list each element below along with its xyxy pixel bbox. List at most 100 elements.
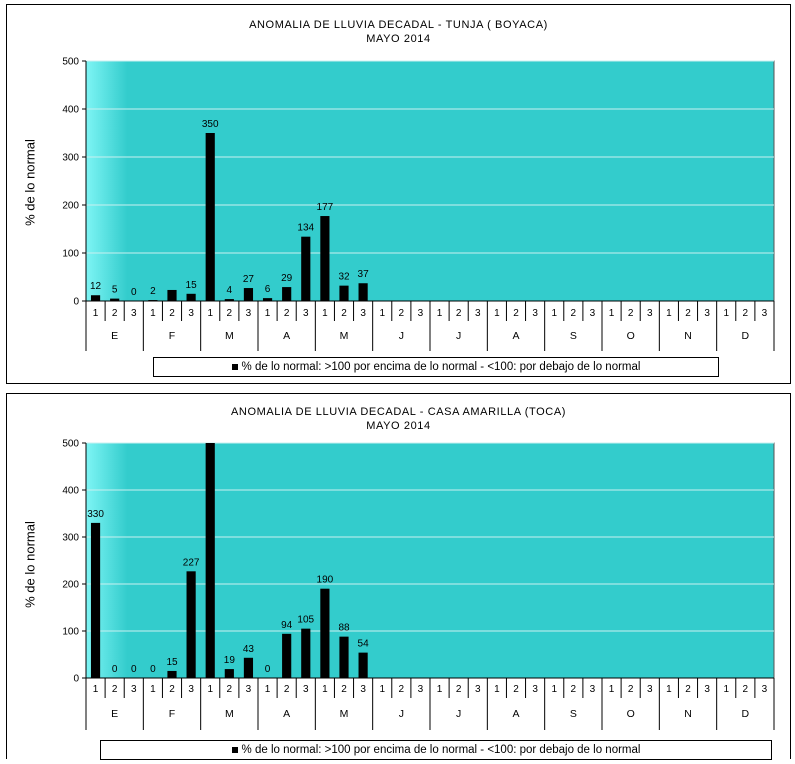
chart-title: ANOMALIA DE LLUVIA DECADAL - CASA AMARIL… (230, 406, 567, 418)
y-tick-label: 300 (62, 153, 79, 164)
bar (282, 287, 292, 301)
x-tick-label-decade: 2 (227, 684, 233, 695)
legend: % de lo normal: >100 por encima de lo no… (153, 357, 719, 377)
data-label: 190 (317, 575, 334, 586)
x-tick-label-decade: 2 (341, 684, 347, 695)
bar (262, 298, 273, 301)
bar (339, 285, 349, 301)
x-tick-label-decade: 2 (399, 308, 405, 319)
x-tick-label-month: A (283, 708, 290, 720)
bar (243, 657, 254, 678)
bar (167, 670, 177, 678)
x-tick-label-month: J (456, 330, 461, 342)
x-tick-label-decade: 2 (685, 308, 691, 319)
data-label: 15 (186, 280, 198, 291)
x-tick-label-decade: 1 (723, 684, 729, 695)
x-tick-label-decade: 2 (227, 308, 233, 319)
x-tick-label-month: F (169, 330, 175, 342)
x-tick-label-decade: 3 (303, 684, 309, 695)
x-tick-label-decade: 2 (456, 308, 462, 319)
data-label: 134 (297, 223, 314, 234)
x-tick-label-decade: 1 (207, 684, 213, 695)
x-tick-label-decade: 2 (628, 684, 634, 695)
x-tick-label-month: N (684, 708, 692, 720)
x-tick-label-decade: 1 (666, 684, 672, 695)
data-label: 27 (243, 274, 255, 285)
x-tick-label-decade: 2 (399, 684, 405, 695)
data-label: 0 (150, 664, 156, 675)
chart-subtitle: MAYO 2014 (366, 420, 431, 432)
bar (110, 298, 120, 301)
data-label: 2 (150, 286, 156, 297)
plot-area (85, 442, 775, 679)
x-tick-label-month: J (399, 330, 404, 342)
x-tick-label-decade: 3 (131, 308, 137, 319)
x-tick-label-decade: 2 (341, 308, 347, 319)
x-tick-label-decade: 3 (188, 684, 194, 695)
x-tick-label-month: M (225, 330, 234, 342)
data-label: 32 (338, 272, 350, 283)
bar (320, 588, 330, 678)
data-label: 177 (317, 202, 334, 213)
x-tick-label-decade: 3 (246, 684, 252, 695)
x-tick-label-month: J (399, 708, 404, 720)
x-tick-label-decade: 3 (475, 308, 481, 319)
x-tick-label-decade: 2 (456, 684, 462, 695)
x-tick-label-month: M (340, 330, 349, 342)
x-tick-label-decade: 2 (571, 308, 577, 319)
x-tick-label-decade: 1 (551, 684, 557, 695)
x-tick-label-decade: 2 (685, 684, 691, 695)
data-label: 0 (131, 287, 137, 298)
data-label: 6 (265, 284, 271, 295)
data-label: 4 (227, 285, 233, 296)
bar (339, 636, 349, 678)
plot-area (85, 60, 775, 302)
data-label: 19 (224, 655, 236, 666)
data-label: 0 (112, 664, 118, 675)
data-label: 330 (87, 509, 104, 520)
x-tick-label-decade: 2 (112, 308, 118, 319)
data-label: 29 (281, 273, 293, 284)
x-tick-label-decade: 1 (93, 684, 99, 695)
x-tick-label-decade: 1 (322, 308, 328, 319)
data-label: 0 (265, 664, 271, 675)
data-label: 227 (183, 557, 200, 568)
x-tick-label-decade: 2 (628, 308, 634, 319)
x-tick-label-decade: 3 (131, 684, 137, 695)
x-tick-label-month: E (111, 708, 118, 720)
bar (148, 300, 158, 301)
x-tick-label-decade: 3 (188, 308, 194, 319)
legend-label: % de lo normal: >100 por encima de lo no… (241, 361, 641, 373)
x-tick-label-month: M (225, 708, 234, 720)
x-tick-label-decade: 2 (112, 684, 118, 695)
x-tick-label-decade: 1 (207, 308, 213, 319)
bar (301, 236, 311, 301)
chart-panel-casa-amarilla: ANOMALIA DE LLUVIA DECADAL - CASA AMARIL… (6, 393, 791, 760)
x-tick-label-decade: 1 (437, 308, 443, 319)
x-tick-label-decade: 3 (647, 684, 653, 695)
x-tick-label-decade: 1 (322, 684, 328, 695)
x-tick-label-decade: 1 (93, 308, 99, 319)
x-tick-label-decade: 1 (379, 684, 385, 695)
x-tick-label-decade: 1 (494, 684, 500, 695)
x-tick-label-month: A (512, 330, 519, 342)
x-tick-label-decade: 3 (590, 684, 596, 695)
x-tick-label-decade: 3 (246, 308, 252, 319)
x-tick-label-month: F (169, 708, 175, 720)
chart-subtitle: MAYO 2014 (366, 33, 431, 45)
y-tick-label: 0 (73, 674, 79, 685)
x-tick-label-decade: 2 (513, 308, 519, 319)
x-tick-label-month: A (512, 708, 519, 720)
y-tick-label: 500 (62, 57, 79, 68)
x-tick-label-decade: 1 (265, 308, 271, 319)
x-tick-label-month: O (627, 330, 635, 342)
x-tick-label-decade: 1 (265, 684, 271, 695)
data-label: 350 (202, 119, 219, 130)
bar (301, 628, 311, 678)
x-tick-label-decade: 1 (666, 308, 672, 319)
y-tick-label: 100 (62, 249, 79, 260)
data-label: 94 (281, 620, 293, 631)
x-tick-label-month: E (111, 330, 118, 342)
